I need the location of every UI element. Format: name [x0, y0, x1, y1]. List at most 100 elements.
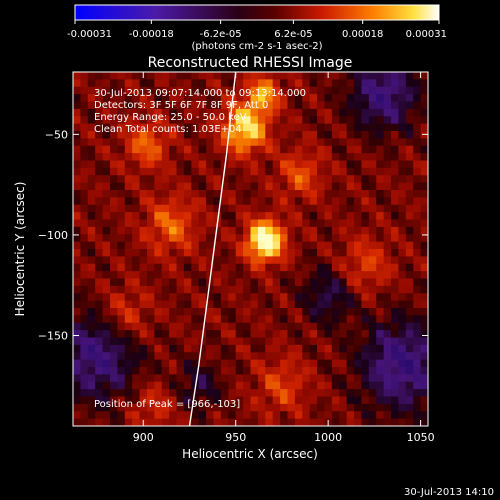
heatmap-cell — [109, 204, 118, 213]
heatmap-cell — [302, 337, 311, 346]
heatmap-cell — [368, 315, 377, 324]
heatmap-cell — [398, 175, 407, 184]
heatmap-cell — [250, 212, 259, 221]
heatmap-cell — [161, 249, 170, 257]
heatmap-cell — [235, 256, 244, 265]
annotation-line: Clean Total counts: 1.03E+04 — [94, 124, 242, 135]
heatmap-cell — [213, 167, 222, 176]
heatmap-cell — [169, 219, 178, 228]
heatmap-cell — [132, 249, 141, 257]
heatmap-cell — [346, 367, 355, 375]
heatmap-cell — [324, 308, 333, 316]
heatmap-cell — [139, 131, 148, 139]
heatmap-cell — [176, 403, 185, 412]
heatmap-cell — [243, 153, 252, 162]
heatmap-cell — [272, 411, 281, 420]
heatmap-cell — [354, 374, 363, 383]
heatmap-cell — [176, 123, 185, 132]
heatmap-cell — [146, 337, 155, 346]
heatmap-cell — [368, 219, 377, 228]
heatmap-cell — [146, 138, 155, 147]
heatmap-cell — [132, 315, 141, 324]
heatmap-cell — [383, 131, 392, 139]
heatmap-cell — [132, 94, 141, 103]
heatmap-cell — [80, 204, 89, 213]
heatmap-cell — [309, 204, 318, 213]
heatmap-cell — [124, 241, 133, 250]
heatmap-cell — [420, 72, 428, 80]
heatmap-cell — [331, 153, 340, 162]
heatmap-cell — [294, 190, 303, 198]
heatmap-cell — [405, 175, 414, 184]
heatmap-cell — [146, 204, 155, 213]
heatmap-cell — [139, 293, 148, 302]
heatmap-cell — [250, 285, 259, 294]
heatmap-cell — [176, 204, 185, 213]
colorbar — [74, 4, 440, 21]
heatmap-cell — [405, 212, 414, 221]
heatmap-cell — [235, 389, 244, 398]
heatmap-cell — [287, 131, 296, 139]
heatmap-cell — [102, 374, 111, 383]
heatmap-cell — [206, 226, 215, 235]
heatmap-cell — [398, 278, 407, 287]
heatmap-cell — [102, 145, 111, 154]
heatmap-cell — [183, 212, 192, 221]
heatmap-cell — [361, 367, 370, 375]
heatmap-cell — [154, 116, 163, 125]
heatmap-cell — [139, 403, 148, 412]
heatmap-cell — [183, 94, 192, 103]
heatmap-cell — [198, 219, 207, 228]
heatmap-cell — [198, 182, 207, 191]
heatmap-cell — [257, 300, 266, 309]
heatmap-cell — [280, 175, 289, 184]
heatmap-cell — [391, 72, 400, 80]
heatmap-cell — [183, 153, 192, 162]
heatmap-cell — [95, 300, 104, 309]
heatmap-cell — [109, 381, 118, 390]
heatmap-cell — [420, 145, 428, 154]
heatmap-cell — [331, 330, 340, 339]
heatmap-cell — [139, 263, 148, 272]
heatmap-cell — [235, 359, 244, 368]
heatmap-cell — [287, 212, 296, 221]
heatmap-cell — [280, 234, 289, 243]
x-tick-label: 1000 — [314, 431, 342, 444]
heatmap-cell — [368, 352, 377, 361]
heatmap-cell — [257, 190, 266, 198]
heatmap-cell — [398, 182, 407, 191]
heatmap-cell — [243, 226, 252, 235]
heatmap-cell — [280, 212, 289, 221]
heatmap-cell — [413, 256, 422, 265]
heatmap-cell — [109, 79, 118, 88]
heatmap-cell — [80, 411, 89, 420]
heatmap-cell — [235, 190, 244, 198]
heatmap-cell — [139, 160, 148, 169]
heatmap-cell — [317, 182, 326, 191]
heatmap-cell — [302, 101, 311, 110]
heatmap-cell — [361, 396, 370, 405]
heatmap-cell — [391, 145, 400, 154]
heatmap-cell — [317, 293, 326, 302]
heatmap-cell — [324, 374, 333, 383]
heatmap-cell — [317, 271, 326, 280]
heatmap-cell — [413, 123, 422, 132]
heatmap-cell — [339, 219, 348, 228]
heatmap-cell — [124, 308, 133, 316]
heatmap-cell — [169, 389, 178, 398]
heatmap-cell — [346, 249, 355, 257]
heatmap-cell — [183, 300, 192, 309]
heatmap-cell — [413, 226, 422, 235]
heatmap-cell — [398, 86, 407, 95]
heatmap-cell — [413, 278, 422, 287]
heatmap-cell — [405, 249, 414, 257]
heatmap-cell — [73, 226, 81, 235]
heatmap-cell — [272, 219, 281, 228]
heatmap-cell — [161, 86, 170, 95]
heatmap-cell — [220, 101, 229, 110]
heatmap-cell — [95, 418, 104, 426]
heatmap-cell — [413, 116, 422, 125]
heatmap-cell — [191, 352, 200, 361]
heatmap-cell — [73, 234, 81, 243]
heatmap-cell — [324, 300, 333, 309]
